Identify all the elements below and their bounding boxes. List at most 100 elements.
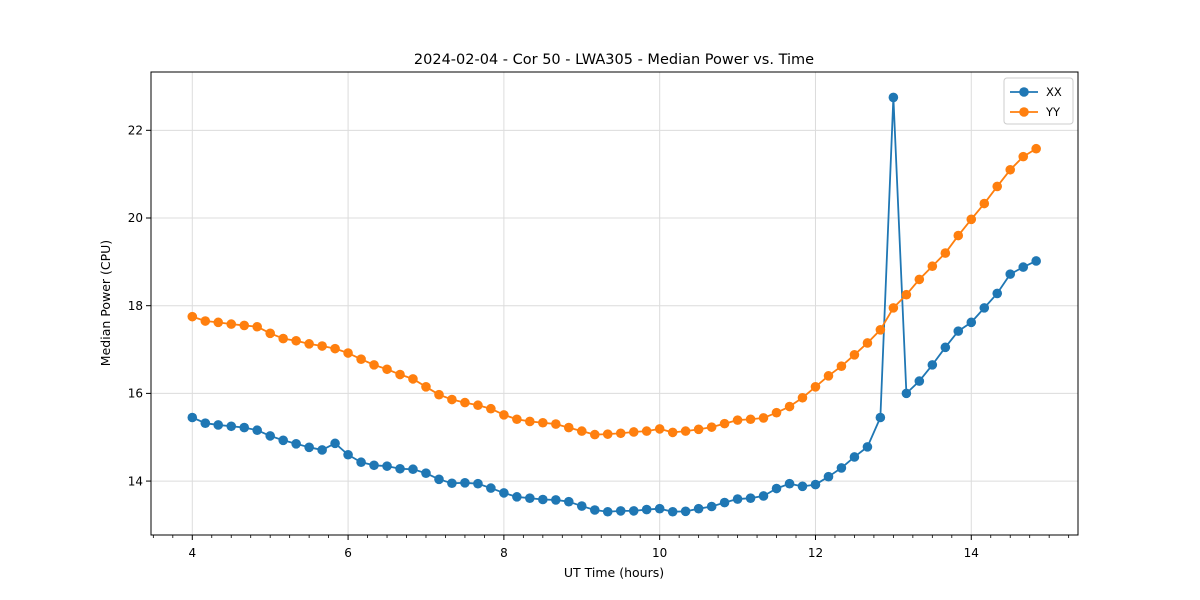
data-point-marker <box>576 426 587 436</box>
data-point-marker <box>914 274 925 285</box>
data-point-marker <box>226 319 237 329</box>
legend-sample-marker <box>1019 107 1029 117</box>
data-point-marker <box>667 427 678 438</box>
data-point-marker <box>538 494 548 505</box>
data-point-marker <box>434 474 444 485</box>
data-point-marker <box>356 457 366 468</box>
data-series <box>187 92 1041 517</box>
data-point-marker <box>589 429 600 440</box>
data-point-marker <box>602 506 613 517</box>
data-point-marker <box>966 214 977 225</box>
y-tick-label: 22 <box>128 124 143 138</box>
legend-label: XX <box>1046 85 1062 99</box>
y-tick-label: 16 <box>128 387 143 401</box>
data-point-marker <box>992 288 1003 299</box>
data-point-marker <box>615 428 626 439</box>
grid-lines <box>151 72 1078 535</box>
data-point-marker <box>200 418 211 429</box>
data-point-marker <box>434 389 444 400</box>
data-point-marker <box>525 416 535 427</box>
axis-tick-labels: 4 6 8 10 12 14 14 16 18 20 22 <box>128 124 979 560</box>
data-point-marker <box>291 439 301 449</box>
data-point-marker <box>719 497 730 508</box>
data-point-marker <box>771 483 782 494</box>
data-point-marker <box>447 394 457 405</box>
y-tick-label: 18 <box>128 299 143 313</box>
data-point-marker <box>265 328 275 339</box>
data-point-marker <box>252 321 262 332</box>
data-point-marker <box>849 350 860 360</box>
data-point-marker <box>278 333 288 344</box>
data-point-marker <box>758 491 769 501</box>
data-point-marker <box>836 361 847 372</box>
data-point-marker <box>265 431 275 441</box>
data-point-marker <box>953 326 964 336</box>
data-point-marker <box>927 360 938 370</box>
data-point-marker <box>641 504 652 515</box>
data-point-marker <box>862 338 873 348</box>
legend: XX YY <box>1003 77 1074 125</box>
data-point-marker <box>408 464 418 475</box>
data-point-marker <box>512 492 522 502</box>
data-point-marker <box>304 442 314 453</box>
data-point-marker <box>628 506 639 516</box>
data-point-marker <box>252 425 262 436</box>
data-point-marker <box>213 420 224 430</box>
data-point-marker <box>940 342 951 353</box>
x-tick-label: 14 <box>964 546 979 560</box>
data-point-marker <box>901 289 912 300</box>
data-point-marker <box>810 479 821 490</box>
data-point-marker <box>784 401 795 412</box>
data-point-marker <box>563 496 574 507</box>
data-point-marker <box>551 419 561 429</box>
x-tick-label: 8 <box>500 546 508 560</box>
chart-title: 2024-02-04 - Cor 50 - LWA305 - Median Po… <box>414 52 814 68</box>
data-point-marker <box>706 501 717 512</box>
data-point-marker <box>875 325 886 335</box>
data-point-marker <box>628 427 639 437</box>
data-point-marker <box>966 317 977 328</box>
data-point-marker <box>382 461 392 471</box>
data-point-marker <box>901 388 912 399</box>
data-point-marker <box>693 503 704 514</box>
data-point-marker <box>745 493 756 503</box>
data-point-marker <box>304 339 314 349</box>
data-point-marker <box>654 503 665 514</box>
data-point-marker <box>888 92 899 103</box>
data-point-marker <box>563 422 574 433</box>
data-point-marker <box>849 452 860 462</box>
data-point-marker <box>797 392 808 403</box>
data-point-marker <box>447 478 457 489</box>
data-point-marker <box>823 371 834 381</box>
data-point-marker <box>602 429 613 439</box>
data-point-marker <box>525 493 535 503</box>
data-point-marker <box>979 303 990 313</box>
data-point-marker <box>343 348 353 358</box>
data-point-marker <box>888 303 899 313</box>
data-point-marker <box>395 463 405 474</box>
x-tick-label: 6 <box>344 546 352 560</box>
data-point-marker <box>1005 269 1016 279</box>
data-point-marker <box>914 376 925 386</box>
data-point-marker <box>421 468 431 478</box>
y-tick-label: 14 <box>128 474 143 488</box>
data-point-marker <box>719 418 730 429</box>
data-point-marker <box>810 382 821 392</box>
data-point-marker <box>680 506 691 517</box>
data-point-marker <box>797 481 808 492</box>
data-point-marker <box>862 442 873 452</box>
data-point-marker <box>758 413 769 423</box>
data-point-marker <box>680 426 691 436</box>
data-point-marker <box>291 335 301 346</box>
data-point-marker <box>953 230 964 241</box>
data-point-marker <box>343 449 353 460</box>
data-point-marker <box>187 311 198 322</box>
x-tick-label: 10 <box>652 546 667 560</box>
data-point-marker <box>356 354 366 364</box>
data-point-marker <box>395 369 405 380</box>
data-point-marker <box>421 382 431 392</box>
data-point-marker <box>239 320 250 331</box>
data-point-marker <box>693 424 704 435</box>
data-point-marker <box>317 445 327 455</box>
data-point-marker <box>486 403 496 414</box>
